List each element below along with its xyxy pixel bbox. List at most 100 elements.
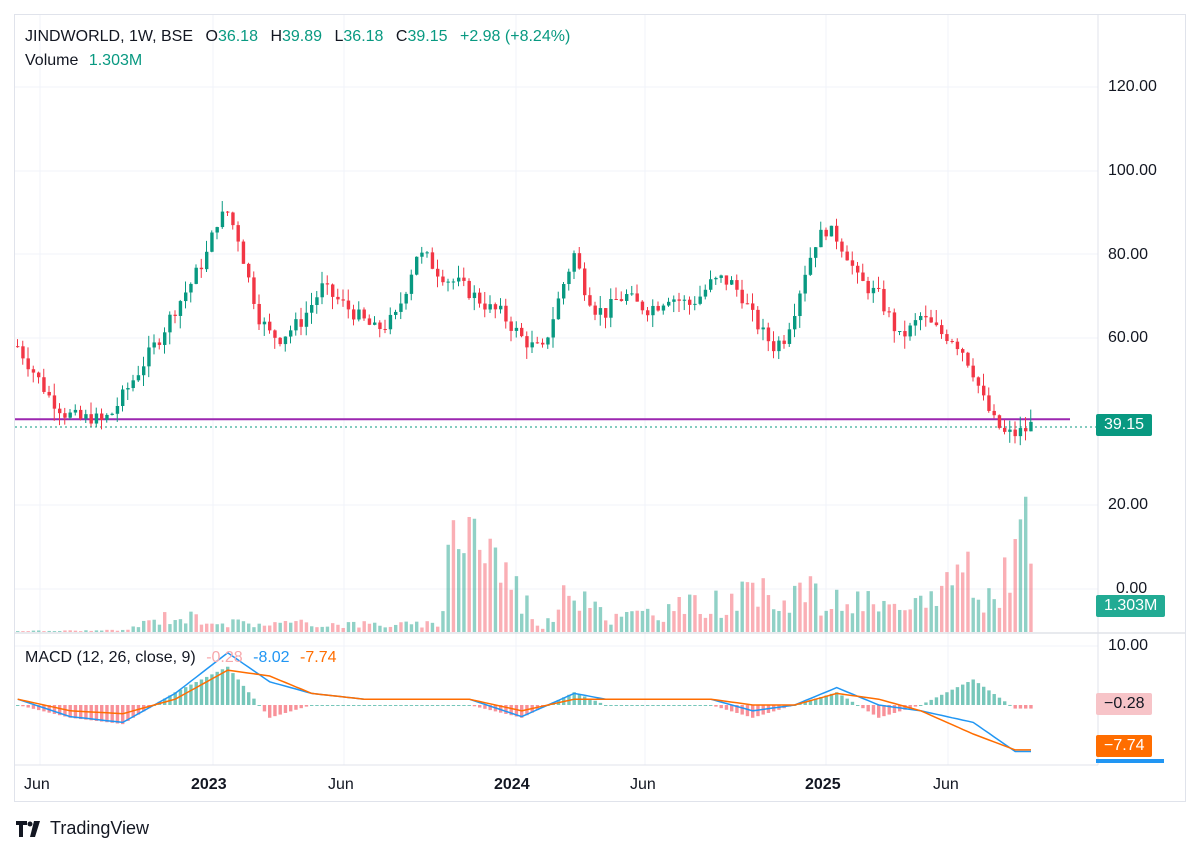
candle-body [604,308,608,318]
tradingview-logo[interactable]: TradingView [16,818,149,839]
candle-body [567,271,571,285]
macd-histogram-bar [593,700,597,705]
volume-bar [425,621,429,632]
candle-body [588,295,592,306]
candle-body [451,281,456,283]
macd-histogram-bar [997,697,1002,705]
volume-bar [16,631,20,632]
candle-body [409,274,414,294]
volume-bar [241,621,246,632]
volume-bar [325,626,330,632]
candle-body [47,391,51,396]
macd-histogram-bar [247,692,251,705]
volume-bar [882,600,886,632]
volume-bar [546,618,550,632]
candle-body [940,325,944,335]
candle-body [562,284,566,299]
macd-histogram-bar [887,705,891,715]
candle-body [63,413,67,418]
volume-bar [672,611,676,632]
volume-bar [656,620,660,632]
macd-histogram-bar [714,705,718,707]
candle-body [793,316,797,330]
candle-body [52,395,57,409]
volume-bar [677,596,681,632]
macd-histogram-bar [441,705,445,706]
x-tick-label: Jun [630,776,656,793]
macd-histogram-bar [31,705,36,709]
macd-histogram-bar [278,705,282,715]
volume-bar [992,599,996,632]
candle-body [488,304,492,310]
candle-body [499,305,503,310]
volume-bar [394,624,398,632]
candle-body [950,340,954,342]
volume-bar [467,516,471,632]
macd-histogram-bar [950,689,954,705]
volume-bar [871,604,876,632]
macd-histogram-bar [289,705,293,712]
volume-bar [336,624,340,632]
volume-bar [226,627,230,632]
signal-badge: −7.74 [1096,735,1153,757]
high-value: 39.89 [282,28,323,45]
low-value: 36.18 [343,28,384,45]
macd-histogram-bar [415,705,419,706]
candle-body [509,321,513,331]
candle-body [698,296,702,304]
macd-histogram-bar [745,705,750,717]
volume-bar [346,622,351,632]
volume-bar [530,619,534,632]
macd-histogram-bar [609,705,613,706]
macd-histogram-bar [709,705,713,706]
candle-body [457,277,461,282]
candle-body [782,340,786,344]
candle-body [740,289,744,304]
macd-histogram-bar [1029,705,1033,709]
candle-body [709,279,713,290]
volume-bar [168,624,172,632]
volume-bar [472,518,477,632]
candle-body [714,277,718,280]
macd-histogram-bar [478,705,482,708]
volume-bar [535,625,540,632]
volume-bar [688,594,692,632]
chart-frame [14,14,1186,802]
volume-bar [866,591,870,632]
volume-bar [310,626,314,632]
candle-body [530,342,534,348]
macd-histogram-bar [640,705,645,706]
candle-body [688,299,692,305]
volume-bar [761,578,765,632]
macd-histogram-bar [1003,701,1007,705]
macd-histogram-bar [273,705,277,717]
candle-body [105,414,109,420]
y-tick-label: 60.00 [1108,329,1149,346]
volume-bar [913,598,918,632]
volume-bar [609,624,613,632]
candle-body [226,211,230,213]
volume-bar [483,563,487,632]
macd-histogram-bar [845,698,849,705]
candle-body [682,299,687,301]
candle-body [745,303,750,305]
candle-body [357,309,361,320]
volume-bar [199,624,204,632]
y-tick-label: 20.00 [1108,496,1149,513]
macd-histogram-bar [598,702,603,705]
volume-bar [635,610,639,632]
volume-bar [94,630,99,632]
candle-body [835,225,839,242]
macd-histogram-bar [677,705,681,706]
y-tick-label: 100.00 [1108,162,1157,179]
macd-hist-value: -0.28 [206,649,243,666]
low-label: L [334,28,344,45]
volume-bar [152,619,156,632]
volume-bar [514,576,519,632]
macd-histogram-bar [1018,705,1023,709]
macd-histogram-bar [394,705,398,706]
volume-bar [835,589,839,632]
candle-body [761,327,765,330]
volume-bar [131,626,135,632]
